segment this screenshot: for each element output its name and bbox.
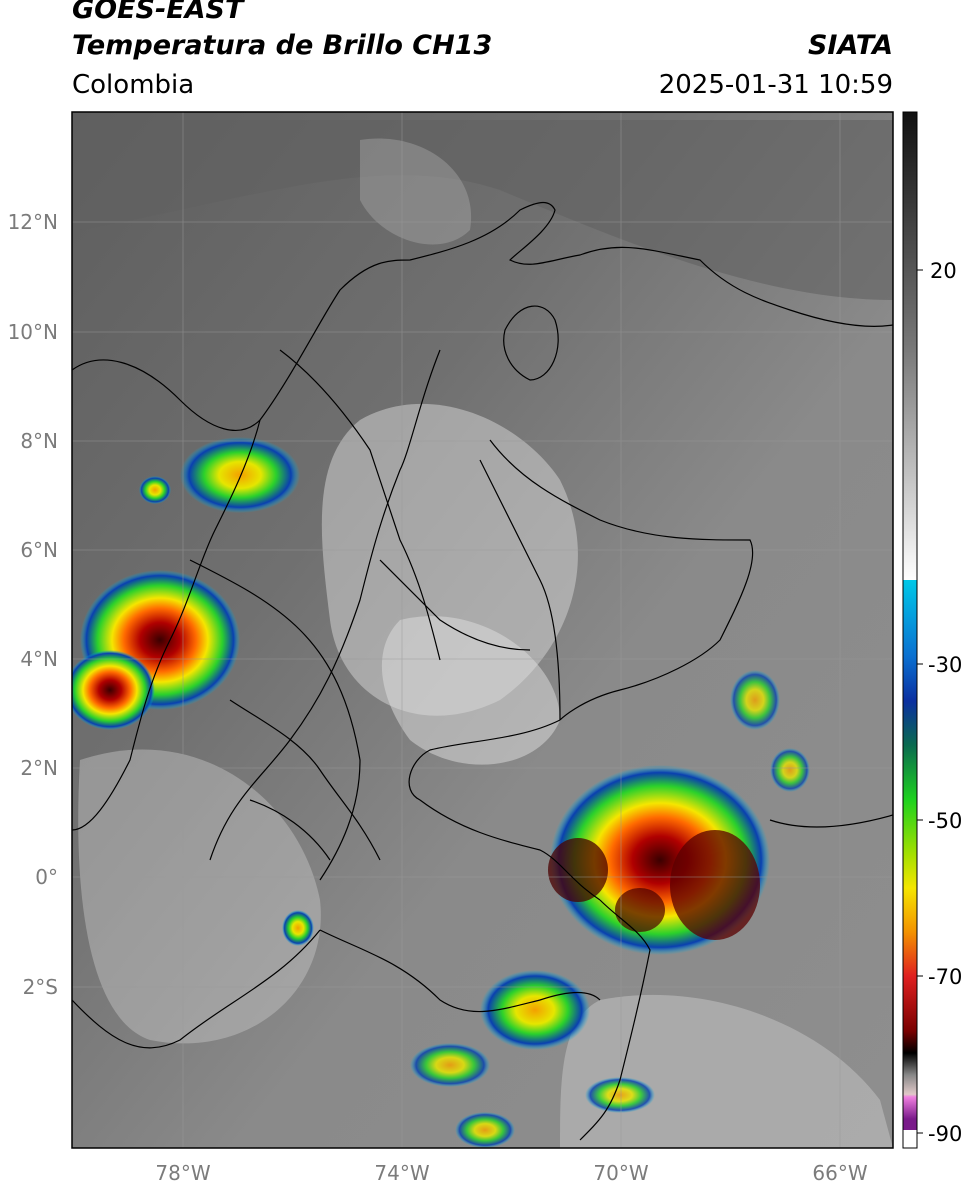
- lon-label: 78°W: [155, 1161, 210, 1185]
- colorbar-cold-segment: [903, 580, 917, 1130]
- colorbar-tick: -70: [928, 965, 962, 989]
- storm-cell-amazon-south: [585, 1077, 655, 1113]
- internal-border-6: [479, 459, 561, 721]
- andes-border: [209, 349, 441, 861]
- cloud-streak-north: [360, 138, 472, 245]
- latitude-axis: 12°N 10°N 8°N 6°N 4°N 2°N 0° 2°S: [8, 210, 58, 999]
- colorbar-frame: [902, 111, 918, 1149]
- storm-core-south: [615, 888, 665, 932]
- storm-cell-amazon-edge: [455, 1112, 515, 1148]
- cloud-field-amazon: [560, 994, 893, 1148]
- storm-cell-venezuela: [730, 670, 780, 730]
- colorbar-tick: 20: [930, 259, 957, 283]
- storm-cell-amazon-west: [410, 1043, 490, 1087]
- colorbar-tick: -30: [928, 653, 962, 677]
- storm-cell-pacific-south: [72, 650, 155, 730]
- ecuador-coast: [72, 929, 321, 1049]
- colorbar-tick: -90: [928, 1122, 962, 1146]
- brazil-border: [579, 899, 651, 1141]
- internal-border-4: [229, 699, 381, 861]
- lat-label: 0°: [35, 865, 58, 889]
- lon-label: 70°W: [593, 1161, 648, 1185]
- satellite-title: GOES-EAST: [72, 0, 244, 25]
- guyana-border: [769, 814, 893, 828]
- lon-label: 74°W: [374, 1161, 429, 1185]
- internal-border-5: [249, 799, 331, 861]
- colorbar-tick: -50: [928, 809, 962, 833]
- colorbar-bottom-segment: [903, 1130, 917, 1148]
- storm-cell-isolated: [282, 910, 314, 946]
- product-title: Temperatura de Brillo CH13: [72, 30, 493, 61]
- venezuela-border: [489, 439, 754, 721]
- maracaibo-lake: [503, 305, 559, 381]
- graticule: [72, 112, 893, 1148]
- caribbean-coast: [72, 201, 893, 431]
- lat-label: 6°N: [20, 538, 58, 562]
- storm-cell-darien: [180, 437, 300, 513]
- internal-border-1: [408, 719, 601, 901]
- internal-border-3: [189, 559, 361, 881]
- storm-core-west: [548, 838, 608, 902]
- caribbean-clear-sky: [80, 120, 893, 300]
- agency-label: SIATA: [807, 30, 893, 61]
- internal-border-7: [379, 559, 531, 651]
- cloud-field-andes: [321, 403, 578, 716]
- map-frame: [71, 111, 894, 1149]
- storm-cell-panama: [139, 476, 171, 504]
- datetime-label: 2025-01-31 10:59: [658, 70, 893, 100]
- storm-cell-amazon: [480, 970, 590, 1050]
- peru-border: [319, 929, 601, 1013]
- longitude-axis: 78°W 74°W 70°W 66°W: [155, 1161, 867, 1185]
- storm-core-east: [670, 830, 760, 940]
- lat-label: 2°N: [20, 756, 58, 780]
- internal-border-2: [279, 349, 441, 661]
- lon-label: 66°W: [812, 1161, 867, 1185]
- cloud-field-llanos: [381, 616, 560, 765]
- lat-label: 2°S: [23, 975, 58, 999]
- colorbar-warm-segment: [903, 112, 917, 580]
- pacific-coast: [72, 419, 261, 831]
- region-label: Colombia: [72, 70, 195, 100]
- lat-label: 4°N: [20, 647, 58, 671]
- lat-label: 12°N: [8, 210, 58, 234]
- lat-label: 8°N: [20, 429, 58, 453]
- storm-cell-venezuela-south: [770, 748, 810, 792]
- cloud-field-pacific: [78, 749, 321, 1044]
- colorbar: 20 -30 -50 -70 -90: [902, 111, 962, 1149]
- lat-label: 10°N: [8, 320, 58, 344]
- borders: [72, 201, 893, 1141]
